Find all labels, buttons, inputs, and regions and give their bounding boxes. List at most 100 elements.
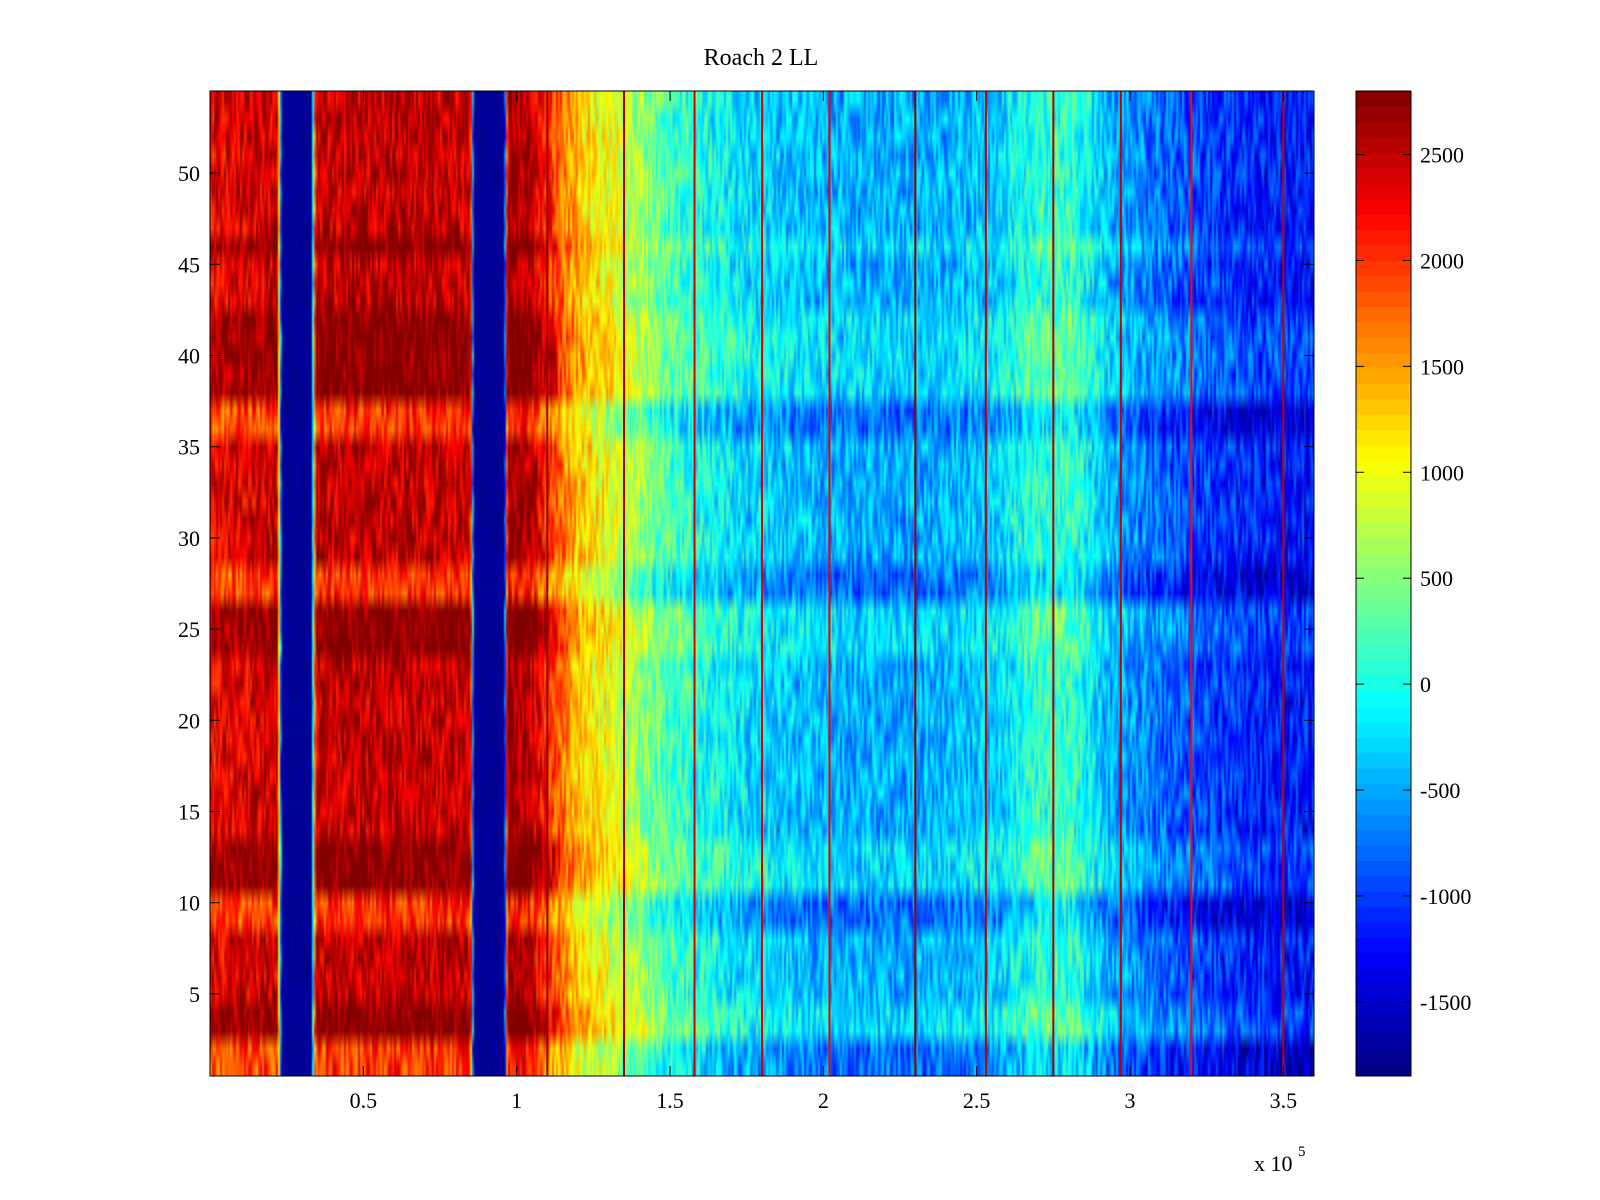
colorbar-cell xyxy=(1356,444,1411,461)
y-tick-label: 45 xyxy=(178,252,200,277)
colorbar-cell xyxy=(1356,645,1411,661)
colorbar-cell xyxy=(1356,152,1411,169)
chart-title: Roach 2 LL xyxy=(704,45,819,71)
colorbar-cell xyxy=(1356,260,1411,277)
colorbar-cell xyxy=(1356,952,1411,969)
colorbar-cell xyxy=(1356,614,1411,631)
x-tick-label: 1.5 xyxy=(656,1088,684,1113)
x-tick-label: 1 xyxy=(511,1088,522,1113)
colorbar-cell xyxy=(1356,244,1411,261)
colorbar-cell xyxy=(1356,722,1411,738)
colorbar-tick-label: 500 xyxy=(1420,566,1453,591)
colorbar-cell xyxy=(1356,1060,1411,1077)
colorbar-tick-label: 1500 xyxy=(1420,354,1464,379)
colorbar-cell xyxy=(1356,629,1411,646)
colorbar-cell xyxy=(1356,1029,1411,1046)
colorbar-cell xyxy=(1356,691,1411,708)
colorbar-cell xyxy=(1356,167,1411,184)
y-tick-label: 20 xyxy=(178,708,200,733)
colorbar-cell xyxy=(1356,91,1411,107)
colorbar-cell xyxy=(1356,198,1411,215)
plot-frame xyxy=(209,90,1315,1077)
colorbar-tick-label: -500 xyxy=(1420,778,1460,803)
y-tick-label: 15 xyxy=(178,800,200,825)
colorbar-cell xyxy=(1356,537,1411,554)
y-tick-label: 35 xyxy=(178,435,200,460)
colorbar-cell xyxy=(1356,675,1411,692)
colorbar-cell xyxy=(1356,398,1411,415)
y-tick-label: 50 xyxy=(178,161,200,186)
colorbar-cell xyxy=(1356,845,1411,862)
colorbar-cell xyxy=(1356,814,1411,831)
y-tick-label: 10 xyxy=(178,891,200,916)
colorbar-cell xyxy=(1356,752,1411,769)
colorbar-cell xyxy=(1356,321,1411,338)
x-axis: 0.5 1 1.5 2 2.5 3 3.5 xyxy=(350,91,1298,1113)
colorbar-cell xyxy=(1356,383,1411,400)
colorbar-cell xyxy=(1356,291,1411,307)
colorbar-cell xyxy=(1356,137,1411,154)
y-tick-label: 5 xyxy=(189,982,200,1007)
colorbar-cell xyxy=(1356,368,1411,384)
colorbar-cell xyxy=(1356,229,1411,246)
colorbar-cell xyxy=(1356,891,1411,908)
y-tick-label: 25 xyxy=(178,617,200,642)
colorbar-cell xyxy=(1356,475,1411,492)
colorbar-cell xyxy=(1356,1045,1411,1062)
colorbar-cell xyxy=(1356,121,1411,138)
y-axis: 5 10 15 20 25 30 35 40 45 50 xyxy=(178,161,1314,1007)
colorbar-frame xyxy=(1355,90,1412,1077)
colorbar-tick-label: 0 xyxy=(1420,672,1431,697)
colorbar-tick-label: 1000 xyxy=(1420,460,1464,485)
colorbar-cell xyxy=(1356,414,1411,431)
colorbar-cell xyxy=(1356,768,1411,785)
colorbar-tick-label: -1500 xyxy=(1420,990,1471,1015)
colorbar-cell xyxy=(1356,429,1411,446)
colorbar-cell xyxy=(1356,737,1411,754)
colorbar-cell xyxy=(1356,568,1411,584)
colorbar-cell xyxy=(1356,337,1411,354)
colorbar-cell xyxy=(1356,906,1411,923)
y-tick-label: 30 xyxy=(178,526,200,551)
colorbar-cell xyxy=(1356,521,1411,538)
colorbar-cell xyxy=(1356,1014,1411,1031)
colorbar-cell xyxy=(1356,875,1411,892)
plot-area: 0.5 1 1.5 2 2.5 3 3.5 5 10 15 20 25 30 35 40 45 50 x 10… xyxy=(178,90,1315,1176)
colorbar-cell xyxy=(1356,829,1411,846)
x-tick-label: 2.5 xyxy=(963,1088,991,1113)
colorbar-cell xyxy=(1356,660,1411,677)
colorbar-cell xyxy=(1356,491,1411,508)
colorbar-cell xyxy=(1356,506,1411,523)
colorbar-cell xyxy=(1356,183,1411,200)
colorbar-cell xyxy=(1356,860,1411,877)
colorbar-cell xyxy=(1356,583,1411,600)
colorbar-cell xyxy=(1356,214,1411,231)
colorbar-cell xyxy=(1356,937,1411,954)
y-tick-label: 40 xyxy=(178,343,200,368)
x-multiplier-label: x 10 5 xyxy=(1254,1144,1306,1176)
colorbar-cell xyxy=(1356,983,1411,1000)
colorbar-cell xyxy=(1356,306,1411,323)
colorbar-tick-label: -1000 xyxy=(1420,884,1471,909)
colorbar-cell xyxy=(1356,460,1411,477)
vertical-line-markers xyxy=(546,91,1285,1076)
colorbar-cell xyxy=(1356,968,1411,985)
colorbar-tick-label: 2500 xyxy=(1420,143,1464,168)
colorbar-cell xyxy=(1356,783,1411,800)
x-tick-label: 3.5 xyxy=(1270,1088,1298,1113)
x-tick-label: 3 xyxy=(1125,1088,1136,1113)
colorbar-cell xyxy=(1356,598,1411,615)
colorbar-cell xyxy=(1356,106,1411,123)
colorbar-cell xyxy=(1356,552,1411,569)
colorbar-cell xyxy=(1356,798,1411,815)
x-tick-label: 0.5 xyxy=(350,1088,378,1113)
x-tick-label: 2 xyxy=(818,1088,829,1113)
colorbar-cell xyxy=(1356,352,1411,369)
colorbar: -1500 -1000 -500 0 500 1000 1500 2000 2500 xyxy=(1355,90,1471,1077)
colorbar-cell xyxy=(1356,922,1411,938)
colorbar-cell xyxy=(1356,706,1411,723)
colorbar-tick-label: 2000 xyxy=(1420,248,1464,273)
colorbar-cell xyxy=(1356,275,1411,292)
colorbar-cell xyxy=(1356,999,1411,1015)
